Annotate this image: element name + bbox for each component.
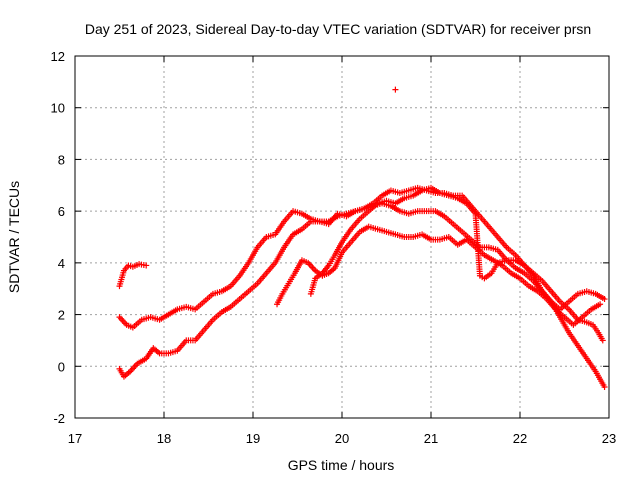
y-tick-label: 12 <box>51 49 65 64</box>
series-outlier <box>392 86 399 93</box>
data-point <box>599 337 606 344</box>
series-track-e <box>307 184 606 344</box>
x-tick-label: 18 <box>157 431 171 446</box>
chart-title: Day 251 of 2023, Sidereal Day-to-day VTE… <box>85 21 591 37</box>
data-point <box>601 383 608 390</box>
x-axis-label: GPS time / hours <box>288 457 395 473</box>
grid-lines <box>75 56 609 418</box>
x-tick-label: 22 <box>513 431 527 446</box>
y-tick-label: 6 <box>58 204 65 219</box>
x-axis: 17 18 19 20 21 22 23 <box>68 56 616 446</box>
data-point <box>143 262 150 269</box>
series-track-a <box>116 261 150 290</box>
x-tick-label: 19 <box>246 431 260 446</box>
data-point <box>597 301 604 308</box>
y-tick-label: 8 <box>58 152 65 167</box>
series-track-c <box>116 184 608 390</box>
data-points <box>116 86 608 390</box>
x-tick-label: 20 <box>335 431 349 446</box>
y-tick-label: 2 <box>58 308 65 323</box>
y-tick-label: -2 <box>53 411 65 426</box>
data-point <box>601 296 608 303</box>
y-tick-label: 0 <box>58 359 65 374</box>
y-axis: -2 0 2 4 6 8 10 12 <box>51 49 609 426</box>
data-point <box>392 86 399 93</box>
x-tick-label: 23 <box>602 431 616 446</box>
x-tick-label: 17 <box>68 431 82 446</box>
y-axis-label: SDTVAR / TECUs <box>6 181 22 293</box>
y-tick-label: 4 <box>58 256 65 271</box>
y-tick-label: 10 <box>51 101 65 116</box>
x-tick-label: 21 <box>424 431 438 446</box>
